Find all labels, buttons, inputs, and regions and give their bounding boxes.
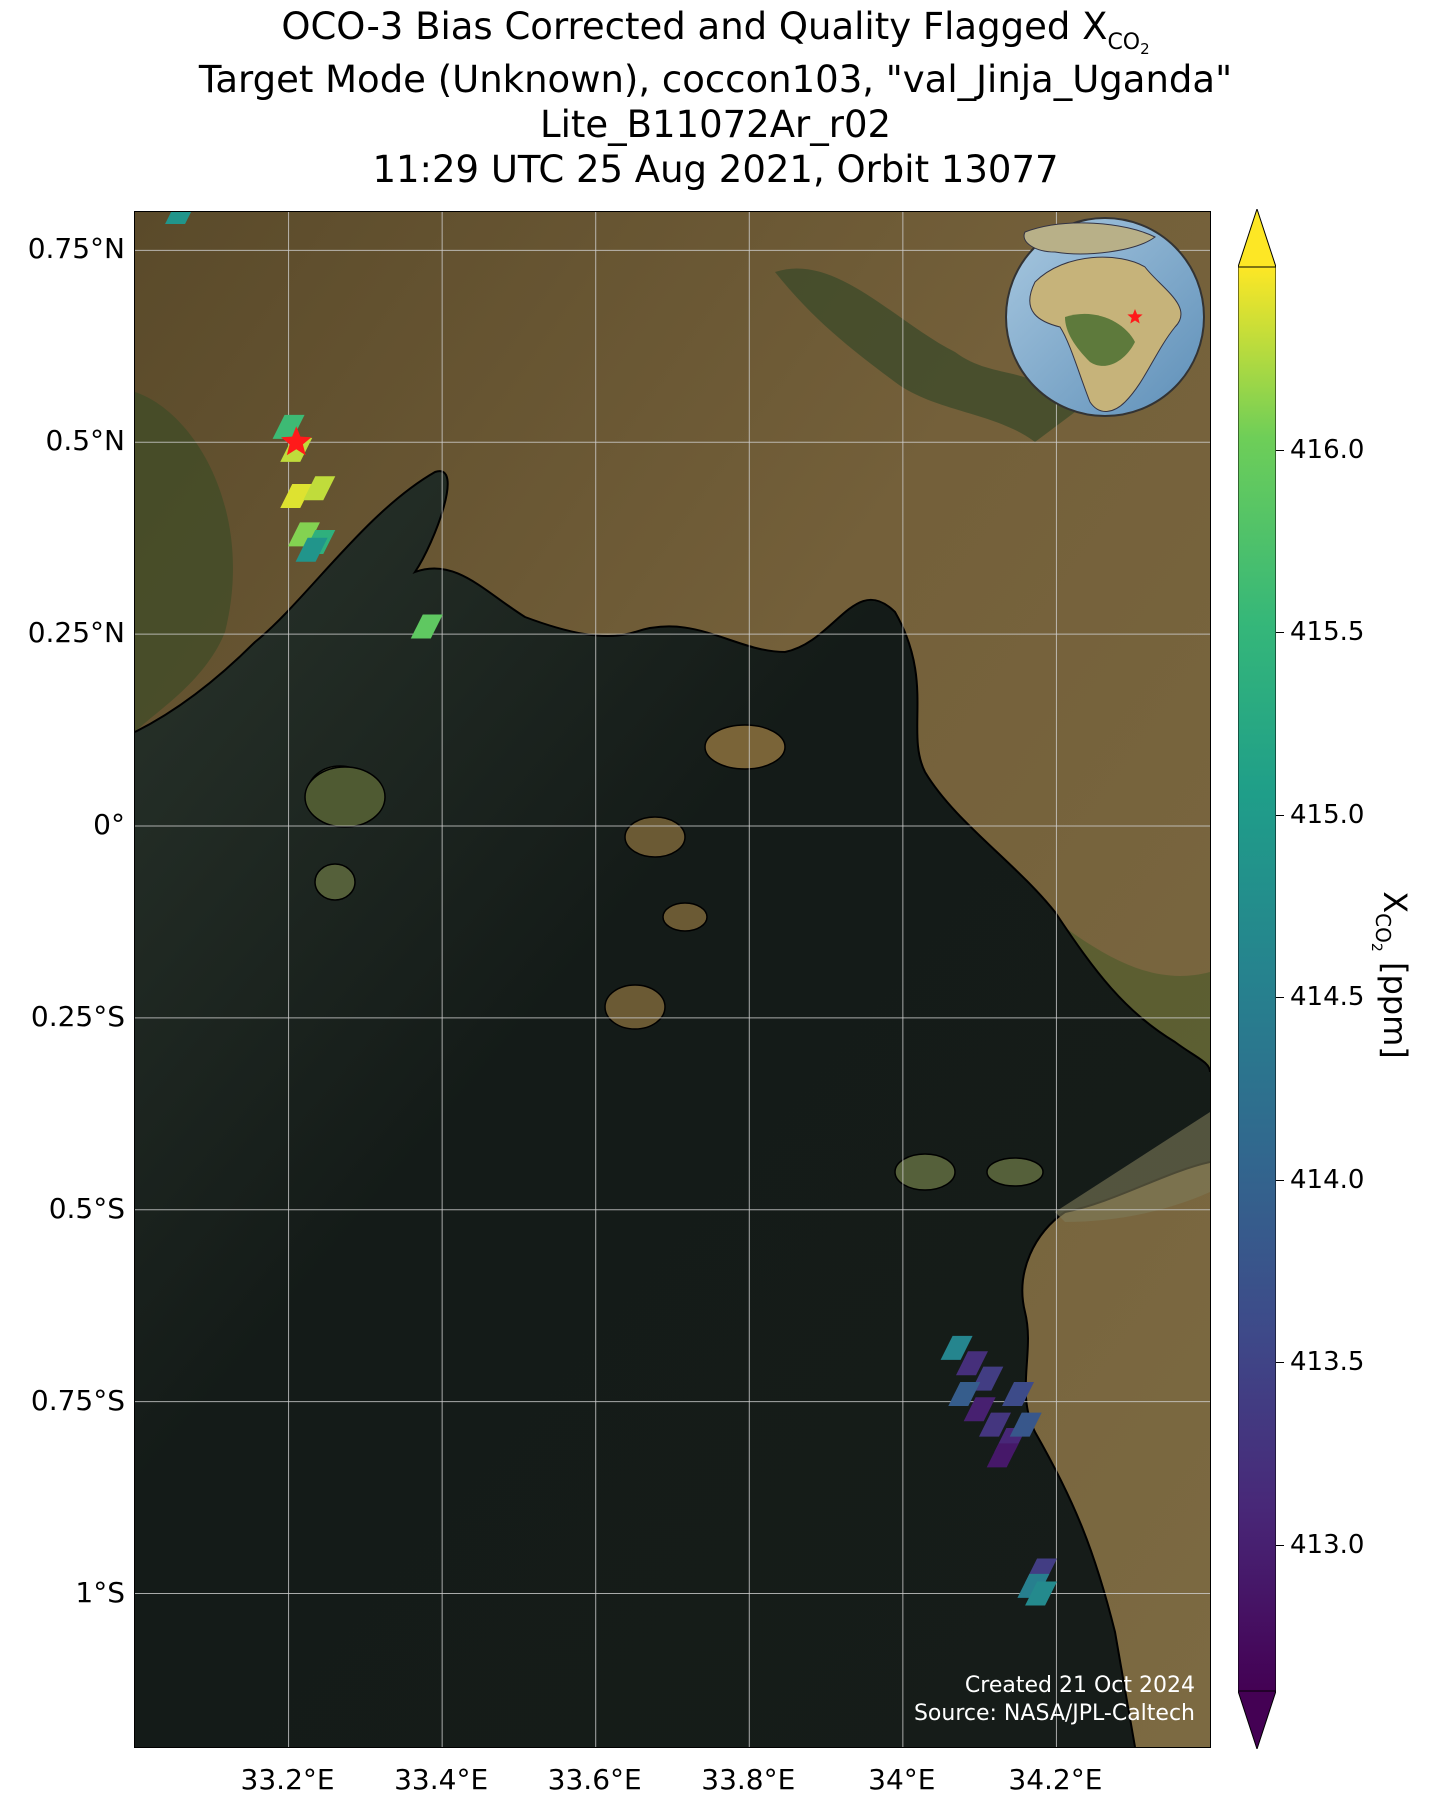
xco2-soundings: [165, 212, 1058, 1606]
colorbar-tick-mark: [1276, 1179, 1284, 1181]
colorbar-tick-label: 413.0: [1290, 1529, 1365, 1560]
colorbar-tick-label: 414.5: [1290, 982, 1365, 1013]
map-gridlines: [135, 212, 1210, 1747]
island: [704, 724, 786, 770]
xco2-sounding: [955, 1351, 988, 1376]
island: [624, 816, 686, 858]
colorbar-tick-mark: [1276, 1362, 1284, 1364]
xco2-sounding: [979, 1412, 1011, 1437]
lat-tick-label: 0.75°S: [30, 1383, 125, 1417]
lon-tick-label: 33.6°E: [547, 1763, 642, 1796]
map-panel[interactable]: Created 21 Oct 2024 Source: NASA/JPL-Cal…: [134, 211, 1211, 1748]
xco2-sounding: [303, 476, 336, 501]
coastline: [135, 470, 1210, 1073]
lat-tick-label: 0°: [93, 808, 125, 841]
hazy-plains: [1055, 1112, 1210, 1222]
island: [662, 902, 708, 932]
colorbar-title: XCO2 [ppm]: [1368, 891, 1414, 1059]
lat-tick-label: 0.75°N: [27, 232, 125, 266]
title-line-3: Lite_B11072Ar_r02: [539, 103, 892, 146]
xco2-sounding: [287, 522, 320, 547]
island: [986, 1157, 1044, 1187]
map-title: OCO-3 Bias Corrected and Quality Flagged…: [0, 4, 1431, 192]
title-line-4: 11:29 UTC 25 Aug 2021, Orbit 13077: [372, 148, 1059, 191]
colorbar-tick-mark: [1276, 814, 1284, 816]
xco2-sounding: [1009, 1412, 1042, 1437]
colorbar-canvas: [1237, 207, 1277, 1751]
xco2-sounding: [280, 437, 313, 462]
globe-target-star-icon: [1127, 309, 1143, 324]
xco2-sounding: [410, 614, 443, 639]
colorbar-tick-label: 415.0: [1290, 799, 1365, 830]
xco2-sounding: [295, 537, 328, 562]
colorbar-tick-mark: [1276, 632, 1284, 634]
colorbar-tick-mark: [1276, 997, 1284, 999]
lon-tick-label: 33.4°E: [394, 1763, 489, 1796]
colorbar-extend-top: [1237, 207, 1277, 268]
xco2-sounding: [963, 1397, 996, 1422]
lon-tick-label: 33.8°E: [701, 1763, 796, 1796]
title-line-2: Target Mode (Unknown), coccon103, "val_J…: [198, 58, 1233, 101]
lat-tick-label: 0.5°N: [45, 424, 125, 458]
title-line-1: OCO-3 Bias Corrected and Quality Flagged…: [281, 5, 1150, 58]
lat-tick-label: 0.25°N: [27, 616, 125, 650]
colorbar-body: [1237, 266, 1277, 1692]
lon-tick-label: 34°E: [868, 1763, 936, 1796]
xco2-sounding: [1017, 1573, 1050, 1598]
globe-vegetation: [1065, 313, 1135, 366]
colorbar-tick-label: 416.0: [1290, 434, 1365, 465]
green-vegetation-patch: [135, 392, 233, 732]
colorbar-tick-label: 413.5: [1290, 1347, 1365, 1378]
island: [314, 863, 356, 901]
lon-tick-label: 34.2°E: [1008, 1763, 1103, 1796]
credit-source: Source: NASA/JPL-Caltech: [914, 1701, 1195, 1726]
xco2-sounding: [272, 414, 305, 439]
island: [304, 766, 386, 828]
xco2-sounding: [971, 1366, 1004, 1391]
xco2-sounding: [280, 483, 313, 508]
map-canvas: Created 21 Oct 2024 Source: NASA/JPL-Cal…: [135, 212, 1210, 1747]
lon-tick-label: 33.2°E: [240, 1763, 335, 1796]
globe-inset: [1005, 217, 1205, 417]
xco2-sounding: [940, 1335, 973, 1360]
green-vegetation-patch: [775, 268, 1075, 442]
xco2-sounding: [948, 1381, 981, 1406]
xco2-sounding: [1025, 1581, 1058, 1606]
lake-victoria: [135, 471, 1210, 1747]
colorbar-tick-label: 415.5: [1290, 617, 1365, 648]
target-marker: [281, 426, 312, 456]
lat-tick-label: 0.5°S: [48, 1191, 125, 1225]
colorbar: [1237, 207, 1277, 1751]
colorbar-tick-label: 414.0: [1290, 1164, 1365, 1195]
credit-text: Created 21 Oct 2024 Source: NASA/JPL-Cal…: [914, 1673, 1195, 1726]
island: [604, 984, 666, 1030]
target-star-icon: [281, 426, 312, 456]
credit-created: Created 21 Oct 2024: [965, 1673, 1195, 1698]
colorbar-extend-bottom: [1237, 1690, 1277, 1751]
xco2-sounding: [986, 1443, 1019, 1468]
lat-tick-label: 1°S: [75, 1575, 125, 1609]
xco2-sounding: [1002, 1381, 1035, 1406]
colorbar-tick-mark: [1276, 449, 1284, 451]
xco2-sounding: [165, 212, 192, 224]
colorbar-tick-mark: [1276, 1544, 1284, 1546]
lat-tick-label: 0.25°S: [30, 999, 125, 1033]
globe-europe: [1023, 222, 1156, 255]
island: [894, 1153, 956, 1191]
